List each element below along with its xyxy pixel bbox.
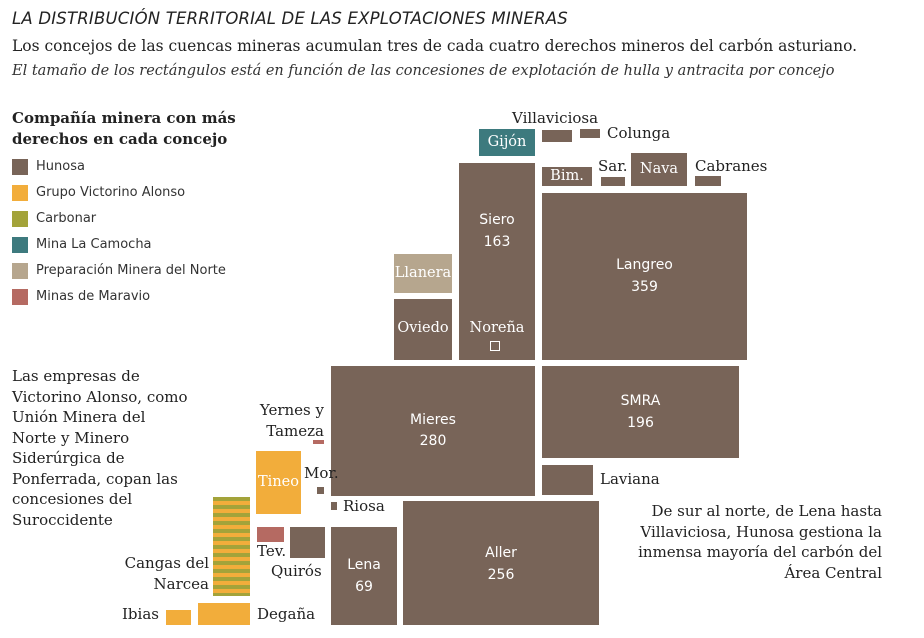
chart-title: LA DISTRIBUCIÓN TERRITORIAL DE LAS EXPLO…: [12, 9, 568, 28]
label-degana: Degaña: [257, 605, 315, 623]
rect-smra: SMRA 196: [542, 366, 739, 458]
rect-aller: Aller 256: [403, 501, 599, 625]
chart-subtitle: Los concejos de las cuencas mineras acum…: [12, 37, 857, 55]
rect-teverga: [257, 527, 284, 542]
label-langreo: Langreo: [542, 256, 747, 274]
rect-mieres: Mieres 280: [331, 366, 535, 496]
rect-quiros: [290, 527, 325, 558]
label-morcin: Mor.: [304, 464, 339, 482]
legend-label: Grupo Victorino Alonso: [36, 184, 185, 202]
rect-oviedo: Oviedo: [394, 299, 452, 360]
legend-label: Carbonar: [36, 210, 96, 228]
legend-swatch-la-camocha: [12, 237, 28, 253]
label-teverga: Tev.: [257, 542, 286, 560]
label-smra: SMRA: [542, 392, 739, 410]
label-tineo: Tineo: [256, 473, 301, 491]
rect-ibias: [166, 610, 191, 625]
rect-morcin: [317, 487, 324, 494]
value-langreo: 359: [542, 278, 747, 296]
label-villaviciosa: Villaviciosa: [512, 109, 598, 127]
label-llanera: Llanera: [394, 264, 452, 282]
rect-lena: Lena 69: [331, 527, 397, 625]
value-aller: 256: [403, 566, 599, 584]
value-lena: 69: [331, 578, 397, 596]
rect-cangas-del-narcea: [213, 497, 250, 596]
annotation-suroccidente: Las empresas de Victorino Alonso, como U…: [12, 366, 192, 530]
legend-label: Mina La Camocha: [36, 236, 152, 254]
rect-llanera: Llanera: [394, 254, 452, 293]
legend-swatch-preparacion-minera: [12, 263, 28, 279]
label-norena: Noreña: [459, 319, 535, 337]
rect-cabranes: [695, 176, 721, 186]
annotation-area-central: De sur al norte, de Lena hasta Villavici…: [630, 501, 882, 583]
legend-label: Preparación Minera del Norte: [36, 262, 226, 280]
rect-laviana: [542, 465, 593, 495]
label-cabranes: Cabranes: [695, 157, 767, 175]
label-siero: Siero: [459, 211, 535, 229]
label-ibias: Ibias: [122, 605, 159, 623]
legend-label: Minas de Maravio: [36, 288, 150, 306]
legend-swatch-carbonar: [12, 211, 28, 227]
rect-nava: Nava: [631, 153, 687, 186]
label-quiros: Quirós: [271, 562, 322, 580]
label-cangas-del-narcea: Cangas del Narcea: [115, 553, 209, 595]
label-colunga: Colunga: [607, 124, 670, 142]
rect-norena: [490, 341, 500, 351]
rect-villaviciosa: [542, 130, 572, 142]
label-aller: Aller: [403, 544, 599, 562]
legend-swatch-maravio: [12, 289, 28, 305]
label-bimenes: Bim.: [542, 167, 592, 185]
label-yernes-tameza: Yernes y Tameza: [246, 400, 324, 442]
label-oviedo: Oviedo: [394, 319, 452, 337]
rect-langreo: Langreo 359: [542, 193, 747, 360]
rect-colunga: [580, 129, 600, 138]
label-gijon: Gijón: [479, 133, 535, 151]
rect-yernes-tameza: [313, 440, 324, 444]
rect-sariego: [601, 177, 625, 186]
label-laviana: Laviana: [600, 470, 660, 488]
rect-riosa: [331, 502, 337, 510]
value-smra: 196: [542, 414, 739, 432]
label-riosa: Riosa: [343, 497, 385, 515]
value-mieres: 280: [331, 432, 535, 450]
legend-swatch-victorino-alonso: [12, 185, 28, 201]
rect-siero: Siero 163 Noreña: [459, 163, 535, 360]
chart-note: El tamaño de los rectángulos está en fun…: [12, 63, 835, 79]
legend-swatch-hunosa: [12, 159, 28, 175]
label-sariego: Sar.: [598, 157, 628, 175]
label-nava: Nava: [631, 160, 687, 178]
label-mieres: Mieres: [331, 411, 535, 429]
legend-label: Hunosa: [36, 158, 85, 176]
value-siero: 163: [459, 233, 535, 251]
rect-degana: [198, 603, 250, 625]
legend-title: Compañía minera con más derechos en cada…: [12, 108, 262, 150]
rect-gijon: Gijón: [479, 129, 535, 156]
label-lena: Lena: [331, 556, 397, 574]
rect-bimenes: Bim.: [542, 167, 592, 186]
rect-tineo: Tineo: [256, 451, 301, 514]
